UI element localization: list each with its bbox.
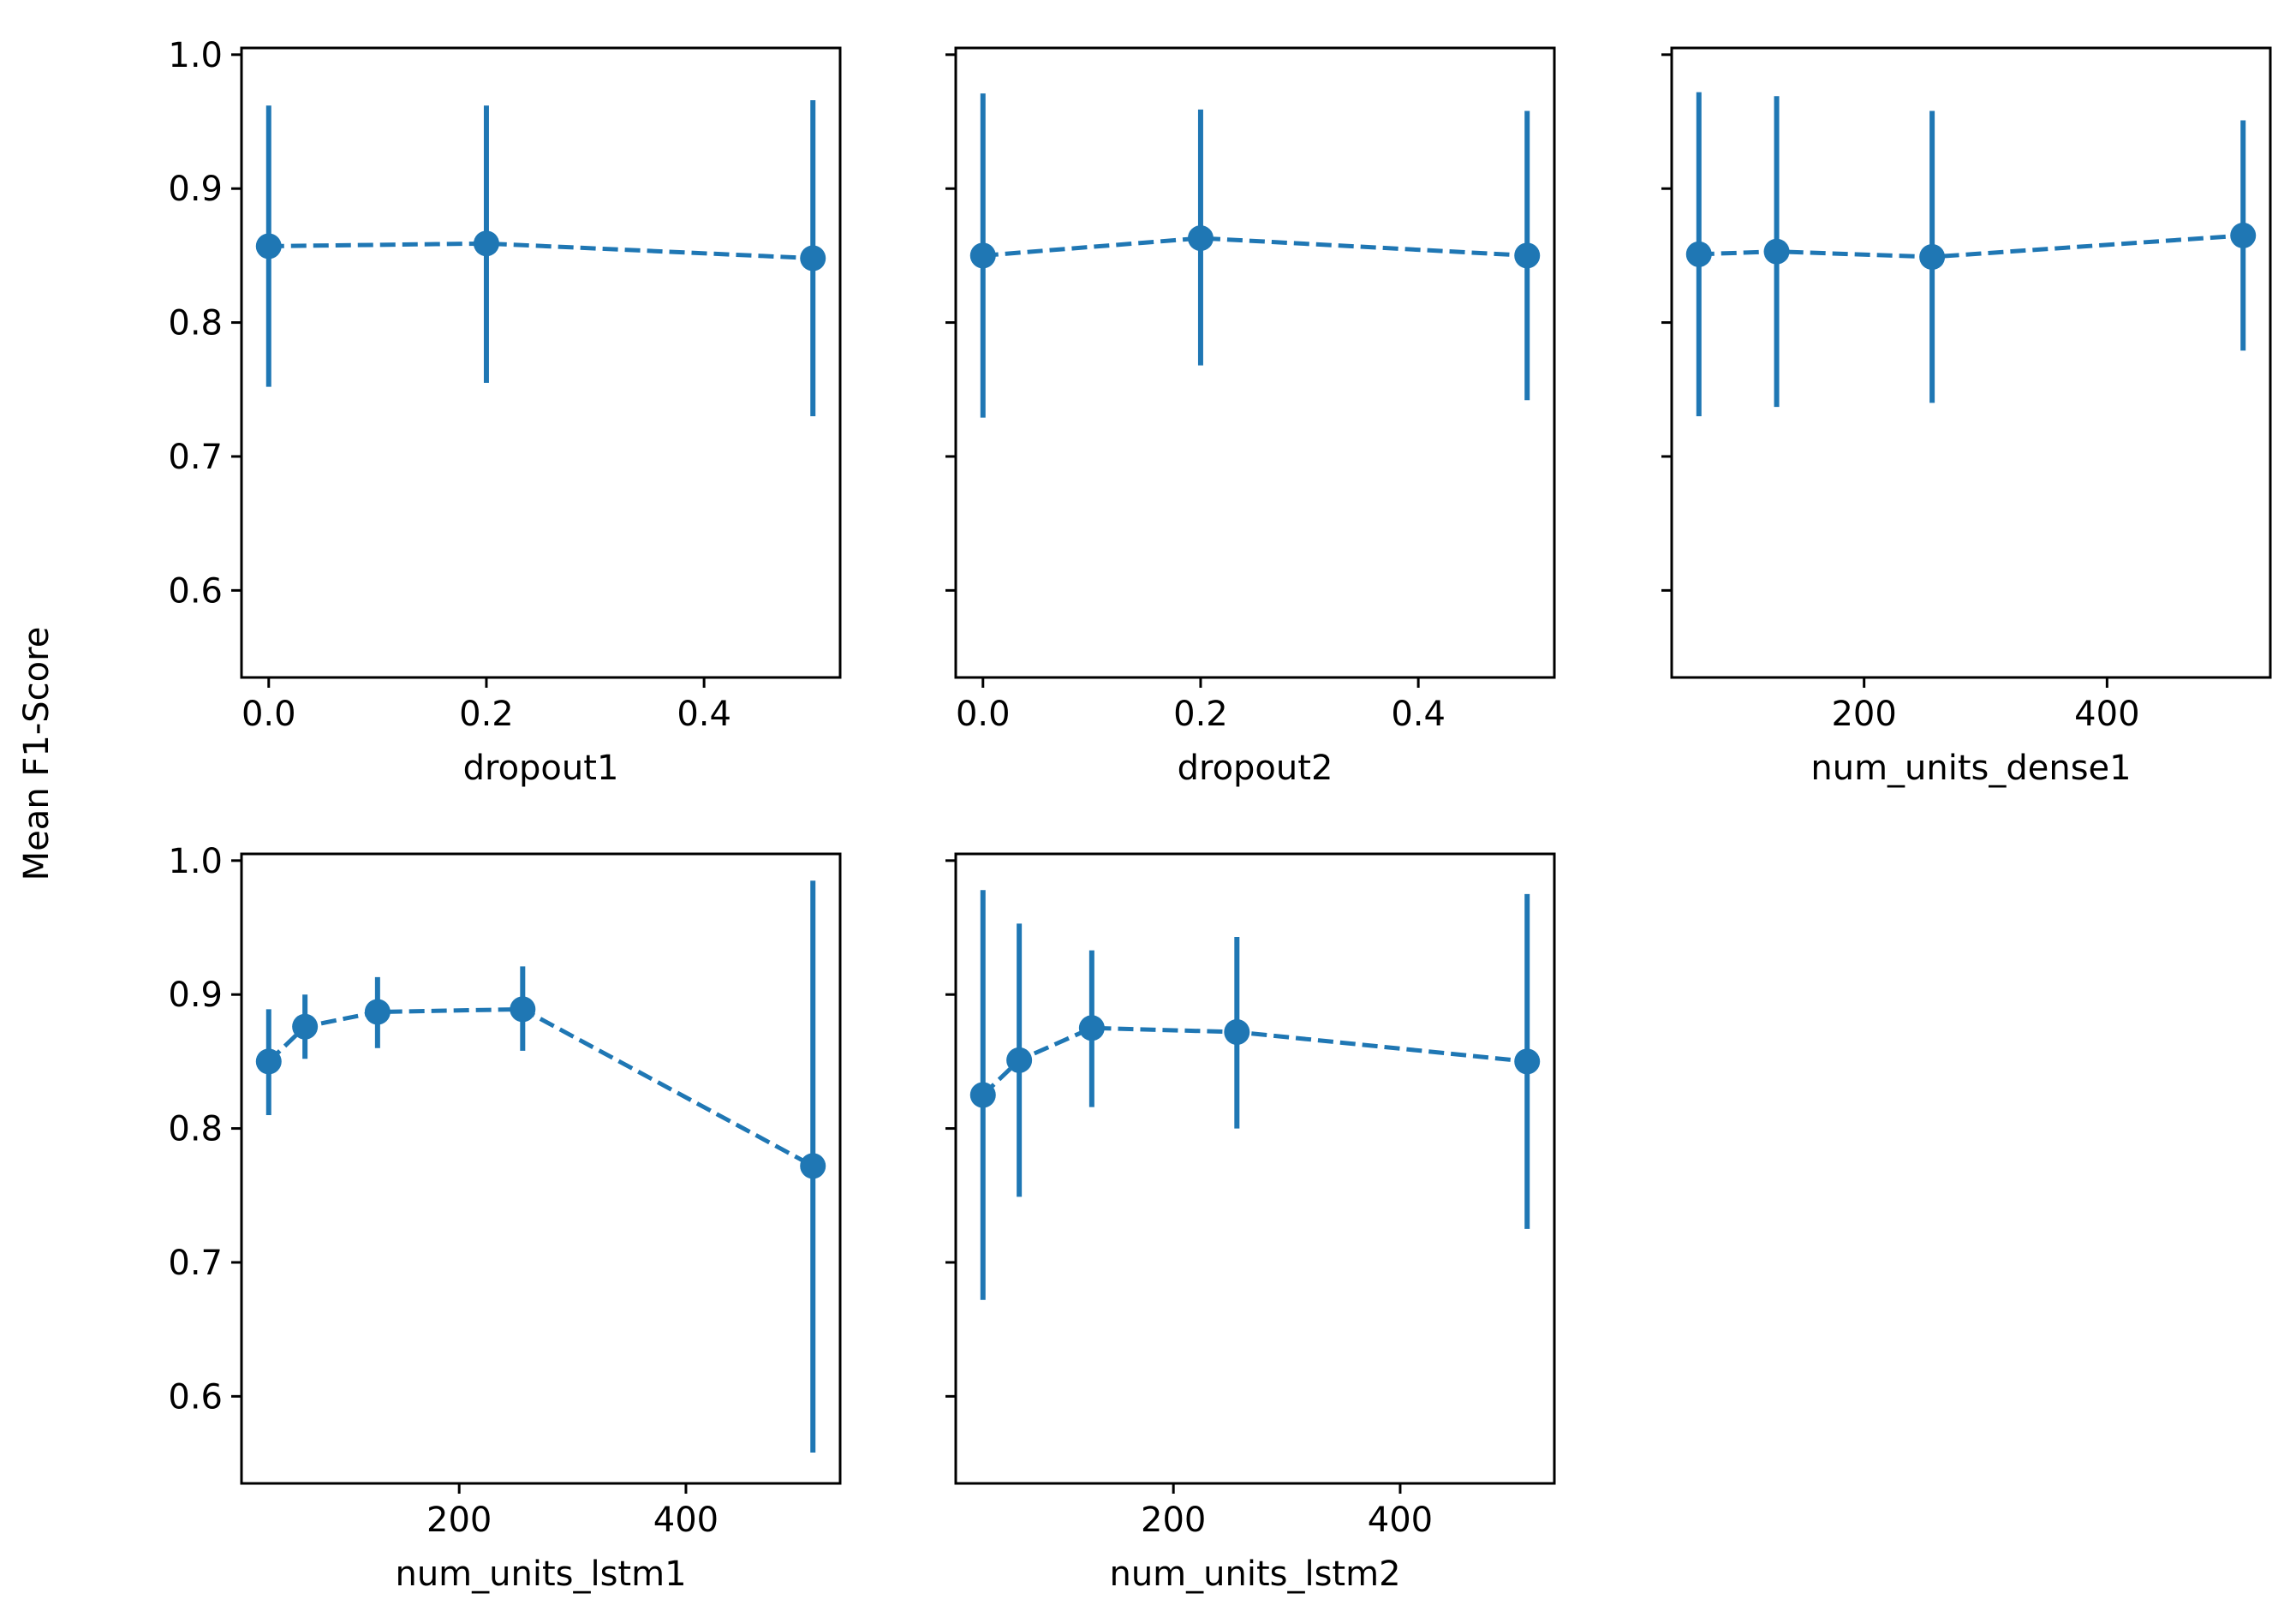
axes-frame <box>240 46 842 679</box>
data-point <box>969 1082 996 1108</box>
ytick-label: 0.7 <box>168 1244 223 1283</box>
data-point <box>1685 241 1712 267</box>
ytick-label: 1.0 <box>168 36 223 75</box>
series-line <box>982 236 1528 258</box>
xtick-label: 0.2 <box>1173 695 1228 734</box>
xtick-label: 0.0 <box>956 695 1011 734</box>
xaxis-label: num_units_lstm2 <box>1109 1554 1400 1594</box>
data-point <box>1006 1047 1033 1073</box>
data-point <box>2230 222 2257 248</box>
ytick-label: 1.0 <box>168 842 223 881</box>
data-point <box>364 999 391 1025</box>
xaxis-label: num_units_dense1 <box>1810 749 2131 788</box>
ytick-label: 0.8 <box>168 1110 223 1149</box>
xtick-label: 0.4 <box>1391 695 1446 734</box>
series-line <box>268 241 814 261</box>
axes-frame <box>954 852 1556 1485</box>
xaxis-label: dropout1 <box>463 749 619 788</box>
data-point <box>1187 225 1214 252</box>
xtick-label: 0.4 <box>677 695 731 734</box>
data-point <box>473 230 499 257</box>
panel-num_units_lstm2: 200 400 num_units_lstm2 <box>945 852 1556 1594</box>
xtick-label: 400 <box>653 1501 719 1540</box>
data-point <box>1078 1015 1105 1041</box>
panel-dropout1: 0.6 0.7 0.8 0.9 1.0 0.0 0.2 0.4 dropout1 <box>168 36 842 788</box>
series-line <box>1698 233 2244 260</box>
ytick-label: 0.9 <box>168 170 223 209</box>
xtick-label: 200 <box>1831 695 1896 734</box>
ytick-label: 0.7 <box>168 438 223 477</box>
xtick-label: 400 <box>1368 1501 1433 1540</box>
data-point <box>1224 1018 1250 1045</box>
axes-frame <box>954 46 1556 679</box>
data-point <box>255 233 282 260</box>
xtick-label: 0.2 <box>459 695 514 734</box>
xtick-label: 200 <box>426 1501 492 1540</box>
data-point <box>800 245 826 271</box>
ytick-label: 0.9 <box>168 976 223 1015</box>
data-point <box>255 1048 282 1075</box>
xaxis-label: num_units_lstm1 <box>395 1554 686 1594</box>
axes-frame <box>1670 46 2272 679</box>
data-point <box>510 996 536 1023</box>
data-point <box>969 242 996 269</box>
panel-num_units_lstm1: 0.6 0.7 0.8 0.9 1.0 200 400 num_units_lstm1 <box>168 842 842 1594</box>
xtick-label: 200 <box>1141 1501 1206 1540</box>
xaxis-label: dropout2 <box>1178 749 1333 788</box>
panel-num_units_dense1: 200 400 num_units_dense1 <box>1661 46 2272 788</box>
data-point <box>292 1013 319 1040</box>
panel-dropout2: 0.0 0.2 0.4 dropout2 <box>945 46 1556 788</box>
ytick-label: 0.6 <box>168 571 223 611</box>
xtick-label: 0.0 <box>242 695 296 734</box>
data-point <box>1919 243 1946 270</box>
data-point <box>1763 238 1790 265</box>
data-point <box>800 1153 826 1179</box>
ytick-label: 0.8 <box>168 304 223 343</box>
figure-ylabel: Mean F1-Score <box>17 627 57 881</box>
series-line <box>981 1025 1528 1097</box>
data-point <box>1514 1048 1541 1075</box>
ytick-label: 0.6 <box>168 1377 223 1417</box>
xtick-label: 400 <box>2074 695 2139 734</box>
data-point <box>1514 242 1541 269</box>
axes-frame <box>240 852 842 1485</box>
